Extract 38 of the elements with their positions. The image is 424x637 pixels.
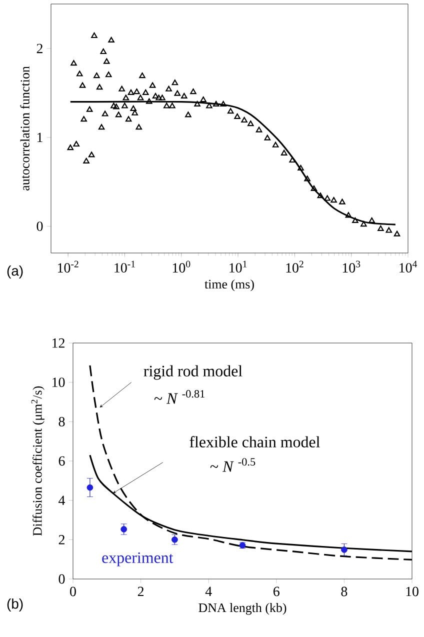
y-tick-label: 12 xyxy=(52,338,64,348)
x-tick-label: 10$^{3}$ xyxy=(342,260,360,273)
x-tick-label: 10$^{4}$ xyxy=(400,260,418,273)
annotation: rigid rod model xyxy=(144,365,242,380)
text: (b) xyxy=(7,598,23,612)
y-tick-label: 8 xyxy=(58,416,65,426)
y-axis-title: autocorrelation function xyxy=(20,66,30,190)
x-tick-label: 10$^{2}$ xyxy=(286,260,304,273)
annotation: flexible chain model xyxy=(190,436,320,448)
x-tick-label: 6 xyxy=(274,586,280,596)
y-tick-label: 4 xyxy=(58,496,66,505)
annotation: ~ N $^{-0.81}$ xyxy=(154,390,204,404)
x-tick-label: 0 xyxy=(70,586,76,596)
annotation: ~ N $^{-0.5}$ xyxy=(210,458,256,472)
x-tick-label: 10$^{0}$ xyxy=(172,260,190,273)
y-tick-label: 2 xyxy=(36,44,42,54)
y-tick-label: 6 xyxy=(58,456,65,466)
y-tick-label: 0 xyxy=(36,222,43,232)
series-label: experiment xyxy=(102,552,174,566)
point xyxy=(172,536,178,543)
x-tick-label: 10$^{-1}$ xyxy=(114,260,135,273)
x-axis-title: time (ms) xyxy=(204,279,254,292)
y-axis-title: Diffusion coefficient (μm$^{2}$/s) xyxy=(31,386,44,536)
x-tick-label: 8 xyxy=(341,586,348,596)
text: (a) xyxy=(7,265,23,278)
x-axis-title: DNA length (kb) xyxy=(198,603,286,615)
x-tick-label: 4 xyxy=(205,586,212,596)
x-tick-label: 10 xyxy=(406,586,418,596)
point xyxy=(86,484,94,491)
x-tick-label: 2 xyxy=(138,586,144,596)
x-tick-label: 10$^{1}$ xyxy=(230,260,247,273)
point xyxy=(120,526,128,532)
y-tick-label: 0 xyxy=(58,574,65,584)
y-tick-label: 2 xyxy=(58,535,64,544)
x-tick-label: 10$^{-2}$ xyxy=(58,260,78,273)
point xyxy=(341,546,348,553)
y-tick-label: 10 xyxy=(52,378,65,388)
y-tick-label: 1 xyxy=(37,132,42,142)
